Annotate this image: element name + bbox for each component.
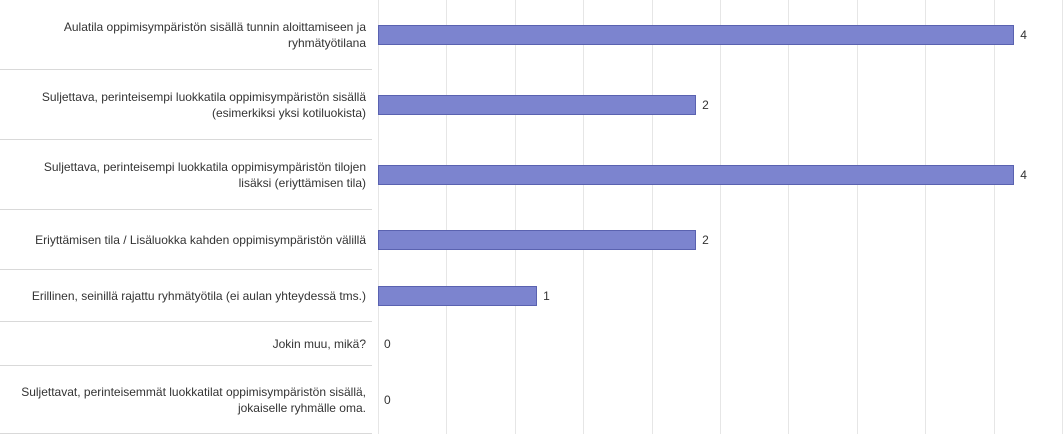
grid-line [446,0,448,434]
grid-line [925,0,927,434]
row: Suljettava, perinteisempi luokkatila opp… [0,140,1064,210]
category-label: Suljettavat, perinteisemmät luokkatilat … [0,366,372,434]
value-label: 0 [384,337,391,351]
bar [378,25,1015,45]
grid-line [1062,0,1063,434]
value-label: 2 [702,233,709,247]
grid-line [856,0,858,434]
grid-line [651,0,653,434]
value-label: 4 [1020,168,1027,182]
row: Jokin muu, mikä? 0 [0,322,1064,366]
value-label: 4 [1020,28,1027,42]
value-label: 2 [702,98,709,112]
bar [378,95,697,115]
grid-line [720,0,721,434]
row: Erillinen, seinillä rajattu ryhmätyötila… [0,270,1064,322]
category-label: Suljettava, perinteisempi luokkatila opp… [0,140,372,210]
category-label: Eriyttämisen tila / Lisäluokka kahden op… [0,210,372,270]
row: Suljettavat, perinteisemmät luokkatilat … [0,366,1064,434]
value-label: 0 [384,393,391,407]
grid-line [993,0,995,434]
bar [378,165,1015,185]
row: Suljettava, perinteisempi luokkatila opp… [0,70,1064,140]
value-label: 1 [543,289,550,303]
category-label: Aulatila oppimisympäristön sisällä tunni… [0,0,372,70]
row: Eriyttämisen tila / Lisäluokka kahden op… [0,210,1064,270]
category-label: Erillinen, seinillä rajattu ryhmätyötila… [0,270,372,322]
bar [378,230,697,250]
grid-line [583,0,585,434]
grid-line [788,0,790,434]
grid-line [514,0,516,434]
bar [378,286,538,306]
grid-line [378,0,379,434]
category-label: Jokin muu, mikä? [0,322,372,366]
category-label: Suljettava, perinteisempi luokkatila opp… [0,70,372,140]
row: Aulatila oppimisympäristön sisällä tunni… [0,0,1064,70]
